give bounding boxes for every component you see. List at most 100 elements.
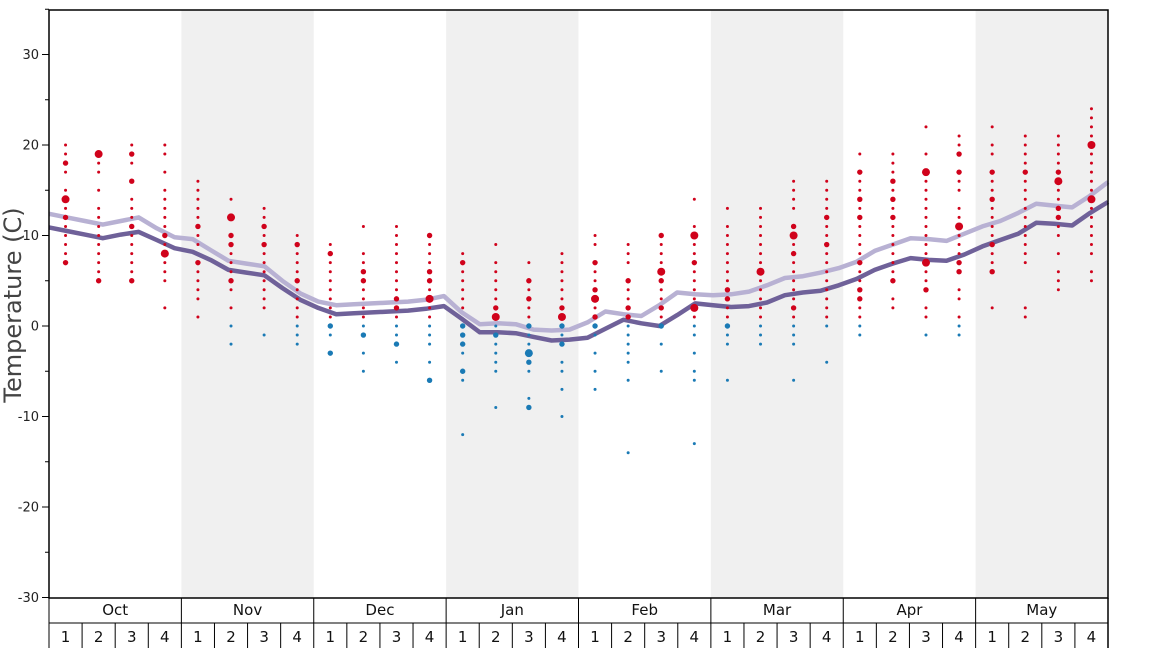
week-label: 3 (656, 628, 666, 646)
warm-data-point (196, 197, 200, 201)
cold-data-point (692, 442, 696, 446)
y-tick-label: 0 (31, 320, 39, 335)
warm-data-point (759, 306, 763, 310)
warm-data-point (1023, 261, 1027, 265)
week-label: 2 (359, 628, 369, 646)
warm-data-point (724, 287, 731, 293)
warm-data-point (328, 279, 332, 283)
warm-data-point (1055, 169, 1062, 175)
cold-data-point (327, 323, 333, 329)
warm-data-point (559, 305, 565, 311)
warm-data-point (163, 143, 167, 147)
warm-data-point (891, 261, 895, 265)
warm-data-point (592, 259, 598, 266)
warm-data-point (1054, 177, 1063, 186)
warm-data-point (692, 279, 696, 283)
warm-data-point (759, 215, 763, 219)
warm-data-point (692, 243, 696, 247)
warm-data-point (857, 296, 863, 302)
warm-data-point (394, 243, 398, 247)
warm-data-point (792, 188, 796, 192)
week-label: 4 (690, 628, 700, 646)
warm-data-point (990, 234, 994, 237)
week-label: 4 (292, 628, 302, 646)
warm-data-point (692, 297, 696, 301)
warm-data-point (858, 306, 862, 310)
warm-data-point (1056, 234, 1060, 237)
warm-data-point (825, 197, 829, 201)
warm-data-point (725, 243, 729, 247)
warm-data-point (261, 241, 267, 248)
warm-data-point (858, 279, 862, 283)
cold-data-point (262, 333, 266, 337)
warm-data-point (792, 297, 796, 301)
warm-data-point (527, 261, 531, 265)
cold-data-point (593, 333, 597, 337)
warm-data-point (1055, 214, 1062, 221)
cold-data-point (459, 341, 466, 347)
warm-data-point (692, 252, 696, 256)
y-tick-label: -10 (18, 410, 39, 425)
warm-data-point (825, 270, 829, 274)
warm-data-point (1023, 197, 1027, 201)
warm-data-point (196, 206, 200, 210)
lower-trend-line (48, 200, 1110, 343)
cold-data-point (725, 333, 729, 337)
warm-data-point (924, 270, 928, 274)
warm-data-point (361, 297, 365, 301)
cold-data-point (659, 342, 663, 346)
warm-data-point (163, 206, 167, 210)
cold-data-point (428, 324, 432, 328)
warm-data-point (1089, 224, 1093, 228)
warm-data-point (428, 315, 432, 319)
warm-data-point (262, 252, 266, 256)
month-band-jan (446, 10, 579, 598)
warm-data-point (957, 234, 961, 237)
warm-data-point (858, 252, 862, 256)
warm-data-point (891, 170, 895, 174)
cold-data-point (592, 323, 598, 329)
cold-data-point (626, 360, 630, 364)
warm-data-point (461, 297, 465, 301)
month-label-may: May (1026, 601, 1057, 619)
warm-data-point (891, 297, 895, 301)
cold-data-point (295, 342, 299, 346)
warm-data-point (560, 297, 564, 301)
week-label: 1 (987, 628, 997, 646)
warm-data-point (1023, 252, 1027, 256)
warm-data-point (361, 261, 365, 265)
warm-data-point (361, 224, 365, 228)
warm-data-point (295, 261, 299, 265)
cold-data-point (560, 415, 564, 418)
warm-data-point (990, 125, 994, 129)
warm-data-point (1089, 243, 1093, 247)
warm-data-point (361, 288, 365, 292)
warm-data-point (428, 243, 432, 247)
cold-data-point (527, 333, 531, 337)
warm-data-point (790, 305, 797, 311)
warm-data-point (130, 215, 134, 219)
warm-data-point (756, 267, 765, 276)
warm-data-point (891, 152, 895, 156)
warm-data-point (858, 179, 862, 183)
cold-data-point (426, 377, 433, 383)
warm-data-point (924, 125, 928, 129)
warm-data-point (792, 179, 796, 183)
warm-data-point (725, 279, 729, 283)
y-tick-label: 20 (22, 139, 39, 154)
cold-data-point (759, 324, 763, 328)
warm-data-point (426, 269, 433, 275)
warm-data-point (626, 252, 630, 256)
warm-data-point (130, 234, 134, 237)
month-label-mar: Mar (763, 601, 792, 619)
month-band-mar (710, 10, 844, 598)
warm-data-point (526, 296, 532, 302)
cold-data-point (527, 369, 531, 373)
warm-data-point (659, 243, 663, 247)
warm-data-point (956, 259, 962, 266)
warm-data-point (64, 224, 68, 228)
warm-data-point (130, 261, 134, 265)
warm-data-point (327, 250, 333, 257)
warm-data-point (956, 269, 962, 275)
warm-data-point (1023, 243, 1027, 247)
